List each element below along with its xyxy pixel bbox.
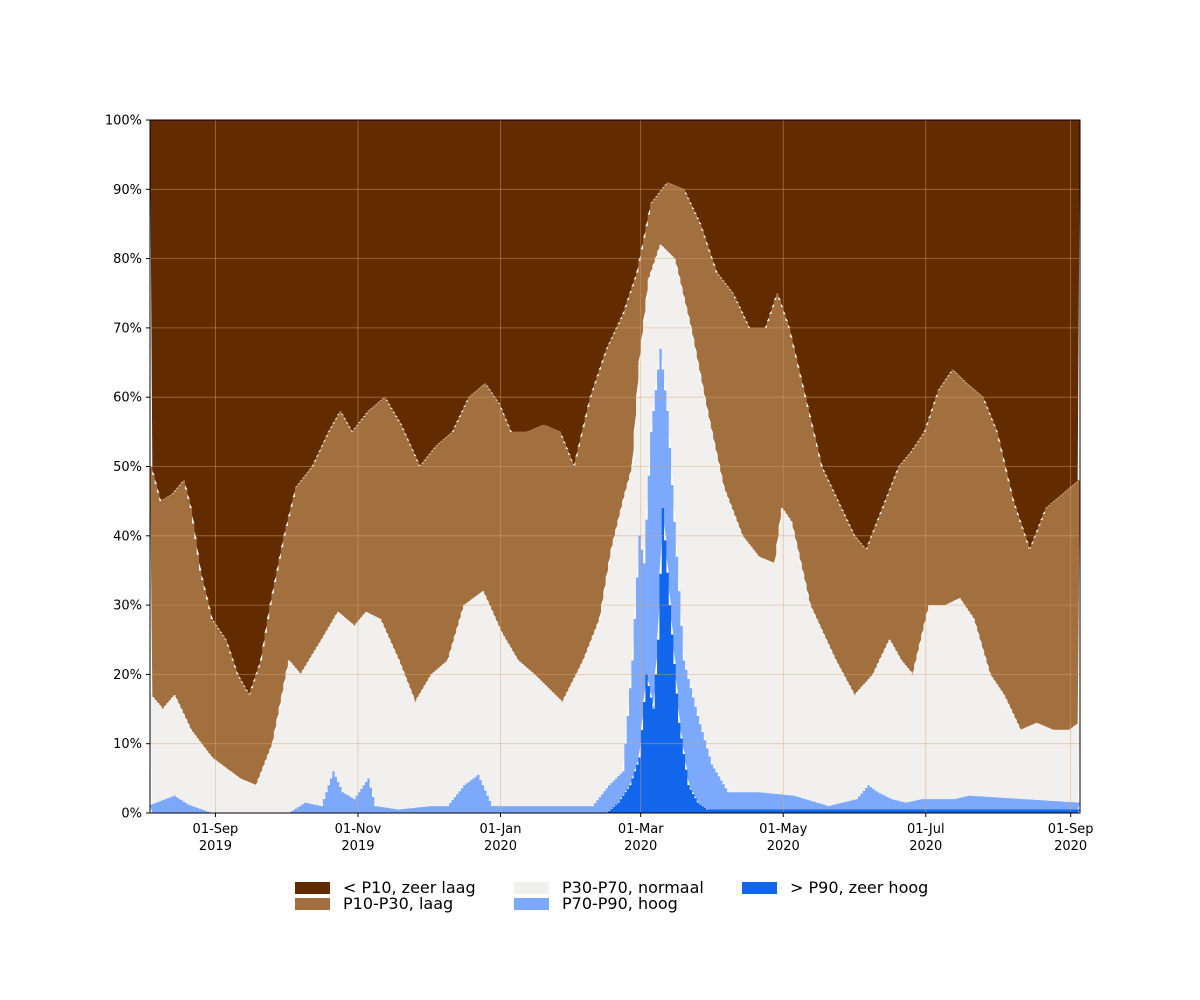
- y-tick-label: 50%: [113, 460, 142, 475]
- chart-legend: < P10, zeer laag P10-P30, laag P30-P70, …: [295, 878, 995, 918]
- legend-label-laag: P10-P30, laag: [343, 894, 454, 913]
- legend-item-zeer-hoog: > P90, zeer hoog: [742, 880, 928, 896]
- band-p10-zeer-laag: [150, 120, 1080, 696]
- y-tick-label: 10%: [113, 737, 142, 752]
- legend-label-zeer-laag: < P10, zeer laag: [343, 878, 476, 897]
- y-tick-label: 90%: [113, 183, 142, 198]
- y-tick-label: 60%: [113, 391, 142, 406]
- legend-label-zeer-hoog: > P90, zeer hoog: [790, 878, 929, 897]
- y-tick-label: 100%: [105, 114, 142, 129]
- x-tick-label: 01-Jul 2020: [907, 822, 945, 854]
- y-axis: 0% 10% 20% 30% 40% 50% 60% 70% 80% 90% 100%: [105, 114, 150, 822]
- y-tick-label: 70%: [113, 321, 142, 336]
- y-tick-label: 0%: [121, 807, 142, 822]
- y-tick-label: 80%: [113, 252, 142, 267]
- legend-item-zeer-laag: < P10, zeer laag: [295, 880, 476, 896]
- legend-label-hoog: P70-P90, hoog: [562, 894, 678, 913]
- legend-swatch-zeer-hoog: [742, 882, 777, 894]
- x-tick-label: 01-Mar 2020: [618, 822, 664, 854]
- legend-swatch-hoog: [514, 898, 549, 910]
- legend-label-normaal: P30-P70, normaal: [562, 878, 704, 897]
- band-p10-p30-laag: [150, 182, 1080, 786]
- legend-item-laag: P10-P30, laag: [295, 896, 453, 912]
- y-tick-label: 20%: [113, 668, 142, 683]
- y-tick-label: 40%: [113, 529, 142, 544]
- x-tick-label: 01-May 2020: [759, 822, 807, 854]
- y-tick-label: 30%: [113, 599, 142, 614]
- x-tick-label: 01-Nov 2019: [335, 822, 382, 854]
- legend-item-hoog: P70-P90, hoog: [514, 896, 678, 912]
- legend-swatch-zeer-laag: [295, 882, 330, 894]
- legend-swatch-normaal: [514, 882, 549, 894]
- legend-swatch-laag: [295, 898, 330, 910]
- band-p30-p70-normaal: [150, 244, 1080, 814]
- x-tick-label: 01-Jan 2020: [480, 822, 522, 854]
- x-tick-label: 01-Sep 2019: [193, 822, 239, 854]
- x-tick-label: 01-Sep 2020: [1048, 822, 1094, 854]
- chart-bands: [150, 120, 1080, 814]
- x-axis: 01-Sep 2019 01-Nov 2019 01-Jan 2020 01-Mar 2020…: [193, 813, 1094, 854]
- legend-item-normaal: P30-P70, normaal: [514, 880, 704, 896]
